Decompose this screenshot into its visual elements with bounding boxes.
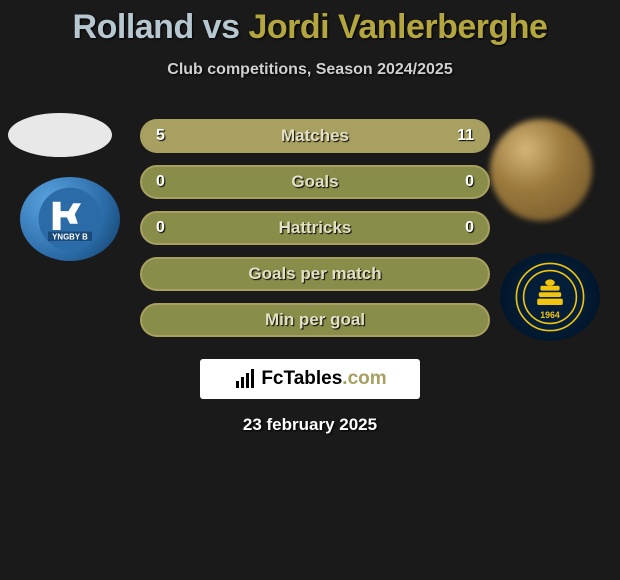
- player2-avatar: [490, 119, 592, 221]
- site-logo: FcTables.com: [200, 359, 420, 399]
- stat-bars: 5 Matches 11 0 Goals 0 0 Hattricks 0 Goals per ma…: [140, 119, 490, 337]
- stat-value-left: 0: [156, 219, 165, 237]
- stat-value-left: 0: [156, 173, 165, 191]
- brondby-badge-icon: 1964: [510, 261, 590, 333]
- lyngby-badge-icon: YNGBY B: [30, 186, 110, 252]
- stat-value-right: 11: [457, 127, 474, 145]
- stat-label: Goals per match: [248, 264, 381, 284]
- vs-text: vs: [203, 8, 240, 46]
- logo-suffix: .com: [342, 368, 386, 389]
- comparison-date: 23 february 2025: [0, 415, 620, 435]
- logo-prefix: FcTables: [261, 368, 342, 389]
- svg-text:1964: 1964: [540, 310, 560, 320]
- player2-name: Jordi Vanlerberghe: [248, 8, 547, 46]
- player1-avatar: [8, 113, 112, 157]
- stat-bar: 0 Hattricks 0: [140, 211, 490, 245]
- logo-text: FcTables.com: [261, 368, 386, 390]
- svg-text:YNGBY B: YNGBY B: [52, 232, 88, 241]
- stat-value-right: 0: [465, 173, 474, 191]
- stat-label: Min per goal: [265, 310, 365, 330]
- stat-bar: 5 Matches 11: [140, 119, 490, 153]
- stat-bar: Goals per match: [140, 257, 490, 291]
- subtitle: Club competitions, Season 2024/2025: [0, 61, 620, 79]
- player1-club-badge: YNGBY B: [20, 177, 120, 261]
- stat-value-right: 0: [465, 219, 474, 237]
- player2-club-badge: 1964: [500, 253, 600, 341]
- comparison-stage: YNGBY B 1964 5 Matches 11 0 Goals 0 0 Hattricks…: [0, 99, 620, 439]
- stat-label: Matches: [281, 126, 349, 146]
- stat-value-left: 5: [156, 127, 165, 145]
- player1-name: Rolland: [73, 8, 194, 46]
- stat-label: Goals: [291, 172, 338, 192]
- stat-label: Hattricks: [279, 218, 352, 238]
- comparison-title: Rolland vs Jordi Vanlerberghe: [0, 0, 620, 47]
- chart-icon: [233, 367, 257, 391]
- stat-bar: Min per goal: [140, 303, 490, 337]
- stat-bar: 0 Goals 0: [140, 165, 490, 199]
